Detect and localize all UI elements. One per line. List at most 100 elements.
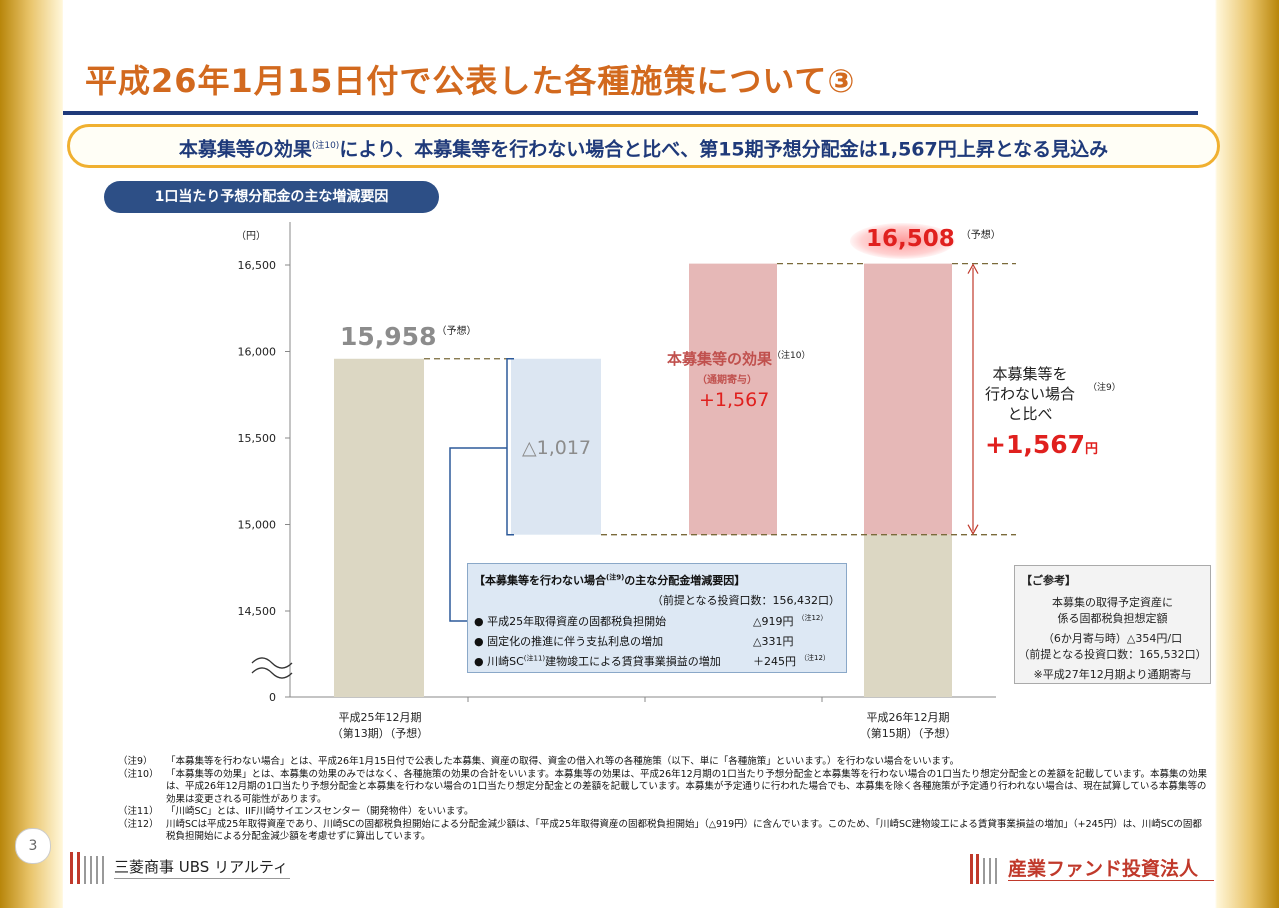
banner-text-a: 本募集等の効果 [178,138,312,161]
bar-period15-upper [864,263,952,535]
section-pill: 1口当たり予想分配金の主な増減要因 [104,181,439,213]
effect-title: 本募集等の効果（注10） [667,348,810,369]
footnote-9-text: 「本募集等を行わない場合」とは、平成26年1月15日付で公表した本募集、資産の取… [166,756,960,767]
reference-title: 【ご参考】 [1021,574,1076,587]
period15-value-tag: （予想） [960,230,1001,241]
banner-note: (注10) [311,141,340,151]
effect-title-note: （注10） [772,351,811,361]
period15-value-number: 16,508 [866,226,955,252]
period13-value-tag: （予想） [436,326,477,337]
decrease-callout-line [449,447,507,622]
logo-right-text: 産業ファンド投資法人 [1008,858,1199,880]
bar-decrease [511,358,601,535]
footnote-10-key: （注10） [118,768,159,780]
page-title: 平成26年1月15日付で公表した各種施策について③ [85,62,856,100]
factor-row-3-text: ● 川崎SC [474,655,524,668]
x-label-period15-line1: 平成26年12月期 [866,711,950,724]
footnote-12-key: （注12） [118,818,159,830]
effect-title-text: 本募集等の効果 [667,350,773,368]
footnote-12: （注12） 川崎SCは平成25年取得資産であり、川崎SCの固都税負担開始による分配… [118,819,1208,844]
logo-right-bars-icon [970,854,997,884]
x-label-period15: 平成26年12月期 （第15期）（予想） [858,710,958,742]
footnote-11-key: （注11） [118,806,159,817]
reference-line5: ※平成27年12月期より通期寄与 [1033,668,1192,681]
factor-title-a: 【本募集等を行わない場合 [474,574,606,587]
decrease-bracket [506,358,514,536]
arrow-up-icon [967,263,979,274]
y-tick-label-4: 14,500 [238,605,277,618]
footnote-10: （注10） 「本募集等の効果」とは、本募集の効果のみではなく、各種施策の効果の合計… [118,769,1208,807]
axis-break-upper-icon [251,657,293,669]
arrow-down-icon [967,524,979,535]
footnote-11-text: 「川崎SC」とは、IIF川崎サイエンスセンター（開発物件）をいいます。 [166,806,474,817]
y-unit-label: （円） [236,231,266,242]
factor-row-2-value: △331円 [753,633,793,649]
reference-line2: 係る固都税負担想定額 [1057,612,1168,625]
bar-period13 [334,358,424,697]
factor-title-note: (注9) [606,573,625,582]
banner-text-b: により、本募集等を行わない場合と比べ、第15期予想分配金は1,567円上昇となる… [339,138,1109,161]
factor-row-2-amount: △331円 [753,635,794,648]
headline-banner: 本募集等の効果(注10)により、本募集等を行わない場合と比べ、第15期予想分配金… [67,124,1220,168]
y-tick-label-0: 16,500 [238,259,277,272]
banner-text: 本募集等の効果(注10)により、本募集等を行わない場合と比べ、第15期予想分配金… [70,127,1217,168]
footnote-11: （注11） 「川崎SC」とは、IIF川崎サイエンスセンター（開発物件）をいいます。 [118,806,1208,819]
comparison-value-unit: 円 [1085,442,1099,457]
comparison-line2: 行わない場合 [984,385,1075,403]
bar-effect [689,263,777,535]
comparison-line1: 本募集等を [992,365,1068,383]
factor-row-3-amount: ＋245円 [753,655,796,668]
comparison-line3: と比べ [1007,405,1053,423]
comparison-label: 本募集等を 行わない場合 と比べ [982,364,1102,424]
axis-break-lower-icon [251,667,293,679]
logo-left-rule [114,878,290,879]
decrease-value: △1,017 [522,437,592,459]
factor-box-premise: （前提となる投資口数：156,432口） [651,594,840,607]
factor-row-1-note: （注12） [797,614,828,623]
value-highlight-halo [850,223,955,259]
bar-period15-lower [864,534,952,697]
logo-right-rule [1008,880,1214,881]
comparison-note: （注9） [1088,383,1121,393]
reference-box: 【ご参考】 本募集の取得予定資産に 係る固都税負担想定額 （6か月寄与時）△35… [1014,565,1211,684]
factor-row-2-text: ● 固定化の推進に伴う支払利息の増加 [474,635,664,648]
y-tick-label-3: 15,000 [238,519,277,532]
reference-line4: （前提となる投資口数：165,532口） [1018,648,1207,661]
footnotes: （注9） 「本募集等を行わない場合」とは、平成26年1月15日付で公表した本募集、… [118,756,1208,844]
footnote-9: （注9） 「本募集等を行わない場合」とは、平成26年1月15日付で公表した本募集、… [118,756,1208,769]
factor-row-1-text: ● 平成25年取得資産の固都税負担開始 [474,615,667,628]
factor-row-3: ● 川崎SC(注11)建物竣工による賃貸事業損益の増加 [474,653,721,669]
factor-box: 【本募集等を行わない場合(注9)の主な分配金増減要因】 （前提となる投資口数：1… [467,563,847,673]
x-label-period15-line2: （第15期）（予想） [859,727,957,740]
factor-title-b: の主な分配金増減要因】 [624,574,746,587]
footnote-9-key: （注9） [118,756,153,767]
factor-row-3-text-note: (注11) [523,654,546,663]
factor-row-3-text-b: 建物竣工による賃貸事業損益の増加 [545,655,721,668]
y-tick-label-5: 0 [269,691,276,704]
factor-row-1-amount: △919円 [753,615,794,628]
x-label-period13: 平成25年12月期 （第13期）（予想） [330,710,430,742]
logo-left-bars-icon [70,852,104,884]
period13-value-number: 15,958 [340,322,437,351]
title-rule [63,111,1198,115]
effect-value: +1,567 [699,389,770,411]
factor-row-3-value: ＋245円 （注12） [753,653,830,669]
period15-value: 16,508 （予想） [866,226,1001,252]
page-number: 3 [15,828,51,864]
footnote-12-text: 川崎SCは平成25年取得資産であり、川崎SCの固都税負担開始による分配金減少額は… [166,818,1202,843]
factor-row-1: ● 平成25年取得資産の固都税負担開始 [474,613,666,629]
factor-row-3-note: （注12） [800,654,830,663]
reference-line1: 本募集の取得予定資産に [1052,596,1173,609]
factor-row-1-value: △919円 （注12） [753,613,827,629]
comparison-value-number: +1,567 [985,430,1086,459]
effect-subtitle: （通期寄与） [697,375,757,386]
factor-row-2: ● 固定化の推進に伴う支払利息の増加 [474,633,663,649]
reference-line3: （6か月寄与時）△354円/口 [1042,632,1183,645]
y-tick-label-2: 15,500 [238,432,277,445]
factor-box-title: 【本募集等を行わない場合(注9)の主な分配金増減要因】 [474,572,745,588]
footnote-10-text: 「本募集等の効果」とは、本募集の効果のみではなく、各種施策の効果の合計をいいます… [166,768,1207,805]
comparison-value: +1,567円 [985,430,1098,459]
x-label-period13-line1: 平成25年12月期 [338,711,422,724]
comparison-line2-wrap: 行わない場合 [958,384,1102,404]
